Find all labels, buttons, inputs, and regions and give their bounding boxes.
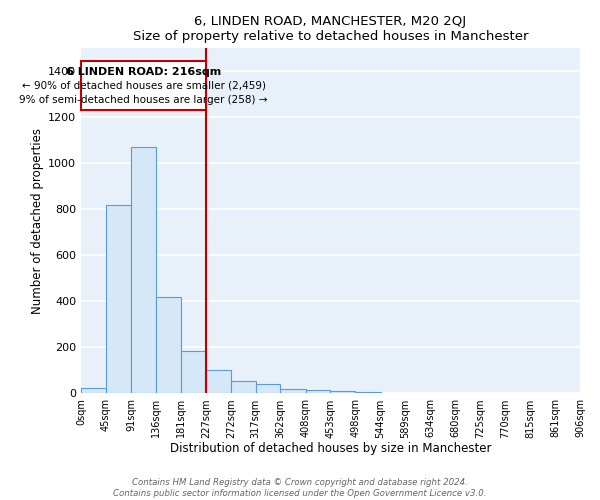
Bar	[231, 381, 256, 394]
Bar	[256, 384, 280, 394]
Bar	[156, 297, 181, 394]
X-axis label: Distribution of detached houses by size in Manchester: Distribution of detached houses by size …	[170, 442, 491, 455]
Bar	[131, 148, 156, 394]
Text: ← 90% of detached houses are smaller (2,459): ← 90% of detached houses are smaller (2,…	[22, 80, 266, 90]
Text: Contains HM Land Registry data © Crown copyright and database right 2024.
Contai: Contains HM Land Registry data © Crown c…	[113, 478, 487, 498]
Bar	[355, 392, 380, 394]
Bar	[331, 391, 355, 394]
Bar	[306, 390, 331, 394]
Title: 6, LINDEN ROAD, MANCHESTER, M20 2QJ
Size of property relative to detached houses: 6, LINDEN ROAD, MANCHESTER, M20 2QJ Size…	[133, 15, 528, 43]
Text: 6 LINDEN ROAD: 216sqm: 6 LINDEN ROAD: 216sqm	[66, 67, 221, 77]
Y-axis label: Number of detached properties: Number of detached properties	[31, 128, 44, 314]
Bar	[181, 351, 206, 394]
Bar	[81, 388, 106, 394]
Bar	[206, 370, 231, 394]
Bar	[280, 389, 306, 394]
FancyBboxPatch shape	[81, 61, 206, 110]
Text: 9% of semi-detached houses are larger (258) →: 9% of semi-detached houses are larger (2…	[19, 94, 268, 104]
Bar	[106, 205, 131, 394]
